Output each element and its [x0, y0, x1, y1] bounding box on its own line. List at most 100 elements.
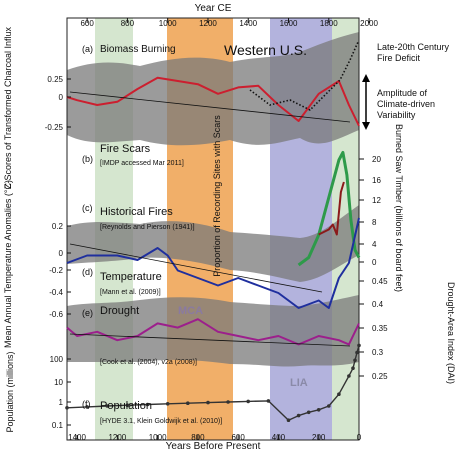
panel-f-title: Population	[100, 400, 152, 412]
dai-tick-label: 0.35	[372, 324, 388, 333]
population-point	[65, 406, 69, 410]
top-tick-label: 800	[121, 19, 135, 28]
panel-f-letter: (f)	[82, 399, 91, 409]
charcoal-tick-label: 0.25	[47, 75, 63, 84]
population-tick-label: 100	[50, 355, 64, 364]
fire-scars-line	[297, 151, 361, 267]
population-point	[105, 404, 110, 408]
amplitude-line-3: Variability	[377, 110, 416, 120]
timber-tick-label: 8	[372, 218, 377, 227]
fire-deficit-line-2: Fire Deficit	[377, 53, 421, 63]
top-tick-label: 1000	[159, 19, 177, 28]
top-axis-label: Year CE	[195, 3, 232, 14]
top-tick-label: 600	[80, 19, 94, 28]
population-tick-label: 0.1	[52, 421, 64, 430]
top-tick-label: 2000	[360, 19, 378, 28]
temperature-trend-line	[69, 243, 323, 293]
population-point	[186, 401, 190, 406]
top-tick-label: 1400	[239, 19, 257, 28]
population-point	[145, 402, 150, 407]
panel-c-source: [Reynolds and Pierson (1941)]	[100, 224, 195, 231]
bottom-tick-label: 800	[191, 433, 205, 442]
panel-d-letter: (d)	[82, 267, 93, 277]
panel-c-title: Historical Fires	[100, 206, 173, 218]
lia-label: LIA	[290, 377, 308, 389]
amplitude-arrow-up-icon	[362, 74, 370, 82]
population-point	[316, 408, 321, 412]
bottom-axis: 1400 1200 1000 800 600 400 200 0 Years Before P…	[68, 433, 362, 450]
mca-label: MCA	[178, 305, 203, 317]
ylabel-charcoal: Z-Scores of Transformed Charcoal Influx	[3, 26, 13, 189]
bottom-tick-label: 400	[272, 433, 286, 442]
population-point	[266, 399, 271, 403]
drought-envelope	[67, 295, 359, 367]
timber-tick-label: 4	[372, 240, 377, 249]
population-point	[327, 404, 331, 408]
population-point	[357, 343, 361, 348]
panel-e-letter: (e)	[82, 308, 93, 318]
panel-d-title: Temperature	[100, 271, 162, 283]
biomass-trend-line	[69, 91, 351, 123]
population-point	[246, 399, 250, 404]
temperature-tick-label: -0.4	[49, 288, 63, 297]
bottom-axis-label: Years Before Present	[166, 441, 261, 450]
plot-frame	[66, 17, 360, 441]
biomass-recent-dotted-line	[249, 41, 359, 111]
timber-tick-label: 16	[372, 176, 381, 185]
drought-trend-line	[69, 333, 351, 347]
panel-e-title: Drought	[100, 305, 139, 317]
fire-deficit-annotation: Late-20th Century Fire Deficit	[377, 42, 450, 63]
data-lines	[65, 41, 361, 423]
population-point	[347, 374, 351, 378]
temperature-envelope	[67, 205, 359, 282]
population-tick-label: 10	[54, 378, 63, 387]
timber-tick-label: 20	[372, 155, 381, 164]
population-tick-label: 1	[59, 398, 64, 407]
amplitude-arrow-down-icon	[362, 122, 370, 130]
population-point	[286, 418, 291, 423]
temperature-tick-label: 0.2	[52, 222, 64, 231]
population-point	[337, 392, 341, 397]
top-axis: 600 800 1000 1200 1400 1600 1800 2000 Year CE	[80, 3, 378, 28]
population-point	[296, 413, 301, 418]
drought-line	[66, 318, 360, 346]
bottom-tick-label: 1000	[149, 433, 167, 442]
charcoal-tick-label: -0.25	[45, 123, 64, 132]
ylabel-temperature: Mean Annual Temperature Anomalies (°C)	[3, 180, 13, 348]
bottom-tick-label: 0	[357, 433, 362, 442]
bottom-tick-label: 200	[312, 433, 326, 442]
population-point	[355, 350, 359, 355]
left-tick-labels: 0.25 0 -0.25 0.2 0 -0.2 -0.4 -0.6 100 10 1 0.1	[45, 75, 71, 430]
panel-a-letter: (a)	[82, 44, 93, 54]
bottom-tick-label: 600	[231, 433, 245, 442]
burned-timber-line	[318, 181, 345, 236]
top-tick-label: 1800	[320, 19, 338, 28]
amplitude-line-2: Climate-driven	[377, 99, 435, 109]
panel-d-source: [Mann et al. (2009)]	[100, 289, 161, 296]
biomass-burning-line	[66, 76, 360, 127]
panel-e-source: [Cook et al. (2004), v2a (2008)]	[100, 359, 197, 366]
population-point	[206, 400, 210, 405]
bottom-axis-ticks: 1400 1200 1000 800 600 400 200 0	[68, 433, 362, 442]
dai-tick-label: 0.3	[372, 348, 384, 357]
biomass-envelope	[67, 32, 359, 146]
population-line	[66, 345, 360, 421]
amplitude-annotation: Amplitude of Climate-driven Variability	[362, 74, 435, 130]
dai-tick-label: 0.45	[372, 277, 388, 286]
charcoal-tick-label: 0	[59, 93, 64, 102]
temperature-tick-label: -0.6	[49, 310, 63, 319]
region-label: Western U.S.	[224, 42, 307, 58]
ylabel-scars: Proportion of Recording Sites with Scars	[212, 115, 222, 277]
temperature-tick-label: 0	[59, 249, 64, 258]
population-point	[353, 358, 357, 363]
timber-tick-label: 0	[372, 258, 377, 267]
panel-c-letter: (c)	[82, 203, 93, 213]
amplitude-line-1: Amplitude of	[377, 88, 428, 98]
top-axis-ticks: 600 800 1000 1200 1400 1600 1800 2000	[80, 18, 379, 28]
panel-b-source: [IMDP accessed Mar 2011]	[100, 160, 184, 167]
top-tick-label: 1200	[199, 19, 217, 28]
population-point	[125, 403, 130, 408]
y2label-timber: Burned Saw Timber (billions of board fee…	[394, 124, 404, 292]
bottom-tick-label: 1200	[108, 433, 126, 442]
